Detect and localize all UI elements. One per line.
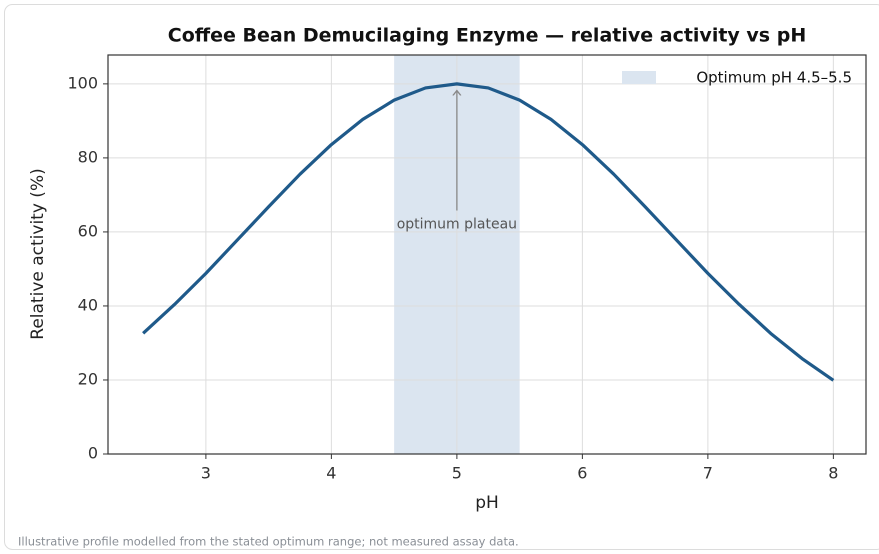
x-tick-label: 4 — [326, 464, 336, 483]
x-axis-label: pH — [475, 493, 499, 513]
annotation-text: optimum plateau — [397, 217, 517, 233]
activity-line — [142, 82, 835, 382]
x-tick-label: 7 — [703, 464, 713, 483]
y-tick-label: 40 — [78, 295, 98, 314]
y-tick-label: 80 — [78, 147, 98, 166]
footnote: Illustrative profile modelled from the s… — [18, 535, 519, 549]
x-tick-label: 6 — [577, 464, 587, 483]
plot-frame — [107, 54, 867, 455]
legend-label: Optimum pH 4.5–5.5 — [696, 69, 852, 87]
x-tick-label: 3 — [201, 464, 211, 483]
y-tick-label: 100 — [67, 73, 98, 92]
y-tick-label: 20 — [78, 369, 98, 388]
y-tick-label: 0 — [88, 444, 98, 463]
y-axis-label: Relative activity (%) — [28, 168, 48, 339]
chart-title: Coffee Bean Demucilaging Enzyme — relati… — [168, 25, 806, 47]
x-tick-label: 8 — [828, 464, 838, 483]
legend-swatch — [622, 71, 656, 84]
x-tick-label: 5 — [452, 464, 462, 483]
y-tick-label: 60 — [78, 221, 98, 240]
